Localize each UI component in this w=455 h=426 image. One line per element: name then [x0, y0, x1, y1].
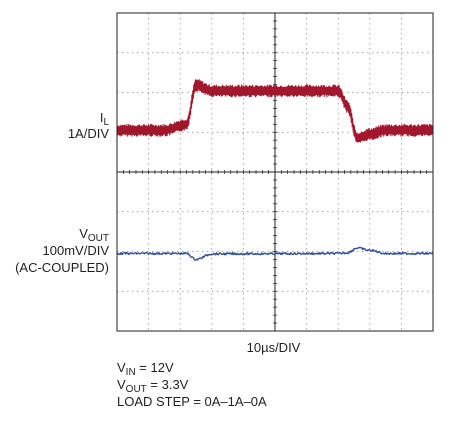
vout-cond-symbol: V — [117, 377, 126, 392]
il-symbol: I — [99, 110, 104, 125]
il-subscript: L — [103, 117, 109, 128]
vout-label: VOUT — [79, 226, 109, 244]
il-label: IL — [99, 110, 109, 128]
trace-il — [116, 79, 434, 143]
vout-scale: 100mV/DIV — [42, 243, 109, 258]
vin-subscript: IN — [125, 367, 136, 378]
vout-condition: VOUT = 3.3V — [117, 377, 189, 395]
vin-symbol: V — [117, 360, 126, 375]
il-scale: 1A/DIV — [67, 126, 109, 141]
vin-value: = 12V — [135, 360, 174, 375]
time-scale-label: 10µs/DIV — [246, 340, 301, 355]
vout-cond-subscript: OUT — [125, 384, 147, 395]
vin-condition: VIN = 12V — [117, 360, 174, 378]
load-step-condition: LOAD STEP = 0A–1A–0A — [117, 394, 267, 409]
vout-coupling-note: (AC-COUPLED) — [15, 260, 109, 275]
trace-vout — [116, 246, 434, 261]
vout-cond-value: = 3.3V — [146, 377, 189, 392]
chart-traces — [116, 79, 434, 261]
chart-grid — [116, 12, 434, 332]
vout-subscript: OUT — [87, 233, 109, 244]
vout-symbol: V — [79, 226, 88, 241]
chart-frame — [116, 12, 434, 332]
